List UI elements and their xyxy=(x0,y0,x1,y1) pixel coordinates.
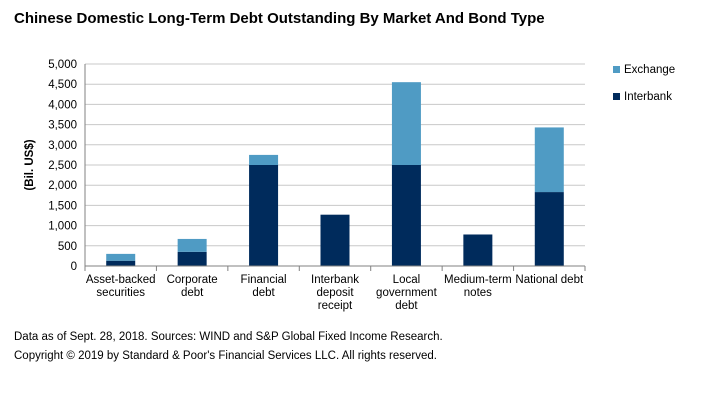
axes: 0 500 1,000 1,500 2,000 2,500 3,000 3,500 4,000 4… xyxy=(24,59,586,312)
x-tick-label: Corporate xyxy=(167,274,218,286)
bar-exchange xyxy=(249,154,279,165)
x-tick-label: debt xyxy=(395,300,418,312)
bars xyxy=(106,82,564,266)
x-tick-label: Financial xyxy=(241,274,287,286)
x-tick-label: Local xyxy=(393,274,421,286)
y-tick-label: 4,000 xyxy=(48,99,77,111)
y-tick-label: 2,500 xyxy=(48,160,77,172)
bar-interbank xyxy=(106,260,136,266)
bar-exchange xyxy=(534,127,564,193)
y-axis-label: (Bil. US$) xyxy=(24,139,36,190)
legend-label: Exchange xyxy=(624,64,675,76)
bar-interbank xyxy=(463,234,493,266)
x-tick-label: notes xyxy=(464,287,492,299)
y-tick-label: 1,500 xyxy=(48,200,77,212)
bar-interbank xyxy=(391,165,421,266)
y-tick-label: 3,000 xyxy=(48,140,77,152)
bar-interbank xyxy=(249,165,279,266)
x-tick-label: Interbank xyxy=(311,274,359,286)
y-tick-label: 0 xyxy=(71,261,77,273)
y-tick-label: 500 xyxy=(58,241,77,253)
copyright-notice: Copyright © 2019 by Standard & Poor's Fi… xyxy=(14,350,437,362)
y-tick-label: 2,000 xyxy=(48,180,77,192)
bar-exchange xyxy=(106,253,136,261)
x-tick-label: Medium-term xyxy=(444,274,512,286)
legend-label: Interbank xyxy=(624,91,672,103)
legend-swatch xyxy=(613,66,620,73)
legend-swatch xyxy=(613,93,620,100)
x-tick-label: government xyxy=(376,287,438,299)
x-tick-label: debt xyxy=(252,287,275,299)
y-tick-label: 4,500 xyxy=(48,79,77,91)
legend: Exchange Interbank xyxy=(613,64,675,103)
x-tick-label: securities xyxy=(96,287,145,299)
bar-interbank xyxy=(177,251,207,266)
y-tick-label: 3,500 xyxy=(48,120,77,132)
x-tick-label: Asset-backed xyxy=(86,274,156,286)
bar-exchange xyxy=(177,238,207,252)
y-tick-label: 1,000 xyxy=(48,221,77,233)
x-tick-label: debt xyxy=(181,287,204,299)
source-footnote: Data as of Sept. 28, 2018. Sources: WIND… xyxy=(14,331,443,343)
bar-exchange xyxy=(391,82,421,165)
x-tick-label: National debt xyxy=(515,274,584,286)
x-tick-label: receipt xyxy=(318,300,353,312)
bar-interbank xyxy=(534,192,564,266)
chart-title: Chinese Domestic Long-Term Debt Outstand… xyxy=(14,10,545,27)
y-tick-label: 5,000 xyxy=(48,59,77,71)
x-tick-label: deposit xyxy=(316,287,354,299)
bar-interbank xyxy=(320,214,350,266)
